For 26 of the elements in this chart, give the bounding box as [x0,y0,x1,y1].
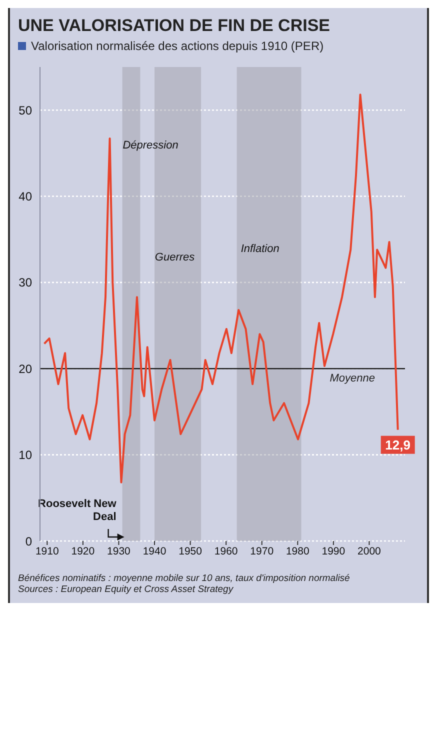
x-tick-label: 1960 [214,545,238,558]
chart-subtitle: Valorisation normalisée des actions depuis 1910 (PER) [31,39,324,53]
x-tick-label: 2000 [358,545,382,558]
x-tick-label: 1930 [107,545,131,558]
x-tick-label: 1990 [322,545,346,558]
x-tick-label: 1910 [35,545,59,558]
y-tick-label: 30 [18,276,32,290]
y-tick-label: 50 [18,103,32,118]
x-tick-label: 1980 [286,545,310,558]
x-tick-label: 1940 [142,545,166,558]
source-note: Sources : European Equity et Cross Asset Strategy [18,584,234,595]
ref-line-label: Moyenne [330,372,375,385]
x-tick-label: 1950 [178,545,202,558]
annotation: Dépression [122,140,178,152]
x-tick-label: 1970 [250,545,274,558]
x-tick-label: 1920 [71,545,95,558]
band-label: Roosevelt New Deal [38,498,117,523]
y-tick-label: 10 [18,448,32,462]
y-tick-label: 0 [25,534,32,548]
y-tick-label: 40 [18,190,32,204]
annotation: Guerres [154,252,196,264]
text: Bénéfices nominatifs : moyenne mobile sur 10 ans, taux d'imposition normalisé [18,573,351,584]
data-label: 12,9 [385,437,410,452]
y-tick-label: 20 [18,362,32,376]
chart-title: UNE VALORISATION DE FIN DE CRISE [18,16,332,36]
annotation: Inflation [240,242,280,255]
